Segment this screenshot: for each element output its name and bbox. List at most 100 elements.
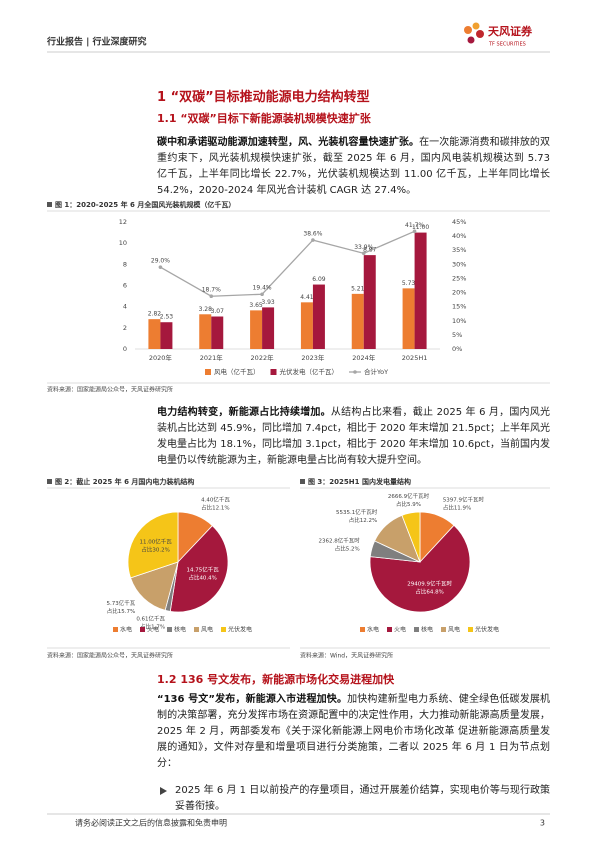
y2-tick-label: 10% xyxy=(452,317,466,325)
section-heading: 1 “双碳”目标推动能源电力结构转型 xyxy=(157,90,370,105)
paragraph-lead: 电力结构转变，新能源占比持续增加。 xyxy=(157,407,331,418)
logo-dot xyxy=(464,26,472,34)
y2-tick-label: 5% xyxy=(452,331,462,339)
line-point xyxy=(361,251,366,256)
y2-tick-label: 25% xyxy=(452,274,466,282)
legend-swatch xyxy=(221,627,226,632)
logo-dot xyxy=(476,30,484,38)
pie-value-label: 11.00亿千瓦 xyxy=(140,537,173,545)
pie-share-label: 占比5.2% xyxy=(335,545,360,553)
pie-share-label: 占比5.9% xyxy=(396,500,421,508)
pie-value-label: 0.61亿千瓦 xyxy=(136,615,165,623)
paragraph: 电力结构转变，新能源占比持续增加。从结构占比来看，截止 2025 年 6 月，国… xyxy=(157,405,550,469)
line-point xyxy=(209,294,214,299)
x-tick-label: 2025H1 xyxy=(402,354,428,362)
legend-label: 火电 xyxy=(147,626,159,634)
pie-share-label: 占比1.7% xyxy=(140,623,165,631)
legend-swatch xyxy=(167,627,172,632)
legend-swatch xyxy=(270,369,277,375)
bar xyxy=(402,288,415,349)
pie-slice xyxy=(127,511,179,579)
legend-label: 风电（亿千瓦） xyxy=(214,367,260,376)
bar xyxy=(160,322,173,349)
figure-title: 图 1：2020-2025 年 6 月全国风光装机规模（亿千瓦） xyxy=(55,200,235,209)
logo-dot xyxy=(467,36,475,44)
data-label: 5.73 xyxy=(402,280,416,287)
bar xyxy=(414,232,427,349)
figure-source: 资料来源：国家能源局公众号，天风证券研究所 xyxy=(47,386,173,394)
legend-label: 光伏发电 xyxy=(228,626,252,634)
legend-marker xyxy=(353,370,357,374)
bullet-marker xyxy=(160,787,167,795)
line-point xyxy=(311,238,315,242)
data-label: 11.00 xyxy=(412,224,429,231)
legend-swatch xyxy=(468,627,473,632)
pie-value-label: 5397.9亿千瓦时 xyxy=(443,495,485,503)
data-label: 3.93 xyxy=(261,299,275,306)
bar xyxy=(312,284,325,349)
legend-swatch xyxy=(360,627,365,632)
y-tick-label: 2 xyxy=(123,324,127,332)
y-tick-label: 8 xyxy=(123,260,127,268)
pie-value-label: 29409.9亿千瓦时 xyxy=(407,579,452,587)
bar xyxy=(211,316,224,349)
pie-slice xyxy=(369,524,471,613)
data-label: 4.41 xyxy=(300,294,314,301)
y2-tick-label: 0% xyxy=(452,345,462,353)
logo-english: TF SECURITIES xyxy=(488,42,526,48)
legend-label: 水电 xyxy=(367,626,379,634)
pie-share-label: 占比15.7% xyxy=(107,607,135,615)
logo-name: 天风证券 xyxy=(488,24,533,38)
y2-tick-label: 30% xyxy=(452,260,466,268)
y2-tick-label: 45% xyxy=(452,218,466,226)
legend-label: 水电 xyxy=(120,626,132,634)
data-label: 3.07 xyxy=(211,308,225,315)
data-label: 19.4% xyxy=(253,285,272,292)
bar xyxy=(250,310,263,349)
pie-share-label: 占比30.2% xyxy=(141,545,169,553)
paragraph-lead: 碳中和承诺驱动能源加速转型，风、光装机容量快速扩张。 xyxy=(157,137,420,148)
paragraph-lead: “136 号文”发布，新能源入市进程加快。 xyxy=(157,694,348,705)
legend-label: 光伏发电（亿千瓦） xyxy=(280,367,339,376)
bar xyxy=(199,314,212,349)
legend-swatch xyxy=(205,369,211,375)
pie-value-label: 2666.9亿千瓦时 xyxy=(388,492,430,500)
x-tick-label: 2024年 xyxy=(352,353,376,362)
paragraph-text: 在一次能源消费和碳排放的双重约束下，风光装机规模快速扩张，截至 2025 年 6… xyxy=(157,137,551,196)
legend-swatch xyxy=(113,627,118,632)
legend-label: 光伏发电 xyxy=(475,626,499,634)
y2-tick-label: 15% xyxy=(452,303,466,311)
figure-source: 资料来源：Wind，天风证券研究所 xyxy=(300,652,393,660)
paragraph: “136 号文”发布，新能源入市进程加快。加快构建新型电力系统、健全绿色低碳发展… xyxy=(157,692,550,772)
legend-label: 核电 xyxy=(421,626,433,634)
pie-value-label: 4.40亿千瓦 xyxy=(201,495,230,503)
bar xyxy=(300,302,313,349)
y-tick-label: 4 xyxy=(123,303,127,311)
y-tick-label: 6 xyxy=(123,282,127,290)
pie-value-label: 5535.1亿千瓦时 xyxy=(336,508,378,516)
pie-share-label: 占比40.4% xyxy=(188,574,216,582)
legend-swatch xyxy=(194,627,199,632)
legend-swatch xyxy=(441,627,446,632)
line-point xyxy=(260,292,264,297)
legend-label: 合计YoY xyxy=(364,367,388,376)
legend-swatch xyxy=(387,627,392,632)
legend-label: 风电 xyxy=(448,626,460,634)
pie-value-label: 14.75亿千瓦 xyxy=(187,566,220,574)
page-number: 3 xyxy=(540,819,545,828)
figure-bullet xyxy=(47,479,52,484)
bar xyxy=(148,319,161,349)
pie-value-label: 2362.8亿千瓦时 xyxy=(319,537,361,545)
data-label: 38.6% xyxy=(303,231,322,238)
legend-label: 核电 xyxy=(174,626,186,634)
x-tick-label: 2021年 xyxy=(200,353,224,362)
figure-title: 图 3：2025H1 国内发电量结构 xyxy=(308,477,411,486)
footer-disclaimer: 请务必阅读正文之后的信息披露和免责申明 xyxy=(75,818,227,828)
paragraph-text: 加快构建新型电力系统、健全绿色低碳发展机制的决策部署，充分发挥市场在资源配置中的… xyxy=(157,694,551,769)
bar xyxy=(262,307,275,349)
data-label: 2.82 xyxy=(148,311,162,318)
figure-source: 资料来源：国家能源局公众号，天风证券研究所 xyxy=(47,652,173,660)
bar xyxy=(363,255,376,349)
